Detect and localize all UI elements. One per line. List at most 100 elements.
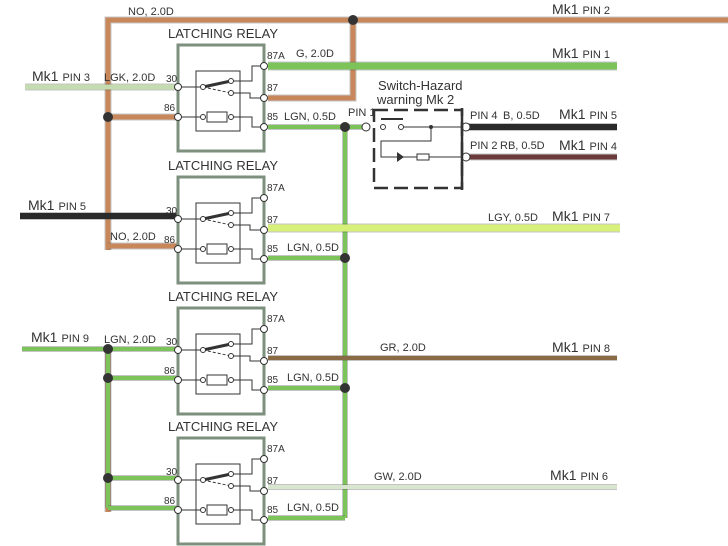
relay-terminal	[260, 516, 268, 524]
label-lgk: LGK, 2.0D	[104, 72, 155, 84]
label-gr: GR, 2.0D	[380, 342, 426, 354]
label-lgn4: LGN, 0.5D	[287, 502, 339, 514]
relay-title: LATCHING RELAY	[168, 289, 278, 304]
relay-terminal	[174, 476, 182, 484]
connector-mk: Mk1	[28, 197, 55, 213]
terminal-30: 30	[166, 74, 178, 85]
relay-terminal	[260, 94, 268, 102]
terminal-85: 85	[267, 375, 279, 386]
latching-relay	[174, 175, 268, 285]
latching-relay	[174, 306, 268, 416]
connector-pin: PIN 1	[582, 49, 610, 61]
relay-title: LATCHING RELAY	[168, 158, 278, 173]
wire-no-87	[268, 20, 356, 101]
switch-lamp-line	[380, 127, 462, 158]
connector-label: Mk1 PIN 3	[32, 68, 90, 84]
terminal-86: 86	[164, 496, 176, 507]
relay-coil	[206, 504, 228, 516]
junction-dot	[103, 112, 113, 122]
label-lgn2: LGN, 0.5D	[287, 242, 339, 254]
label-lgn1: LGN, 0.5D	[284, 111, 336, 123]
connector-label: Mk1 PIN 1	[552, 45, 610, 61]
connector-mk: Mk1	[552, 339, 579, 355]
connector-mk: Mk1	[552, 1, 579, 17]
relay-terminal	[260, 357, 268, 365]
relay-terminal	[260, 325, 268, 333]
connector-mk: Mk1	[552, 45, 579, 61]
label-pin1: PIN 1	[348, 107, 376, 119]
connector-mk: Mk1	[31, 329, 58, 345]
label-b: B, 0.5D	[503, 110, 540, 122]
connector-pin: PIN 8	[582, 343, 610, 355]
switch-subtitle: warning	[376, 92, 423, 107]
junction-dot	[103, 373, 113, 383]
relay-terminal	[174, 506, 182, 514]
relay-terminal	[174, 113, 182, 121]
relay-switch-arm	[202, 211, 232, 221]
latching-relay	[174, 436, 268, 546]
connector-label: Mk1 PIN 7	[552, 208, 610, 224]
relay-terminal	[260, 62, 268, 70]
switch-contact	[380, 124, 386, 130]
junction-dot	[340, 253, 350, 263]
terminal-87: 87	[267, 346, 279, 357]
terminal-87a: 87A	[267, 444, 285, 455]
connector-pin: PIN 5	[589, 110, 617, 122]
terminal-85: 85	[267, 505, 279, 516]
junction-dot	[348, 15, 358, 25]
resistor-icon	[416, 153, 430, 161]
label-no-top: NO, 2.0D	[128, 6, 174, 18]
junction-dot	[340, 122, 350, 132]
relay-terminal	[260, 226, 268, 234]
relay-title: LATCHING RELAY	[168, 419, 278, 434]
terminal-87: 87	[267, 476, 279, 487]
label-lgn3: LGN, 0.5D	[287, 372, 339, 384]
terminal-30: 30	[166, 467, 178, 478]
connector-label: Mk1 PIN 2	[552, 1, 610, 17]
relay-terminal	[174, 83, 182, 91]
terminal-86: 86	[164, 235, 176, 246]
connector-mk: Mk1	[550, 467, 577, 483]
wires	[20, 15, 728, 546]
relay-switch-arm	[202, 472, 232, 482]
junction-dot	[103, 344, 113, 354]
connector-mk: Mk1	[559, 106, 586, 122]
connector-pin: PIN 5	[58, 201, 86, 213]
labels: LATCHING RELAY 30 86 87A 87 85 LATCHING RELAY 3…	[28, 1, 617, 516]
latching-relay	[174, 43, 268, 153]
label-pin2: PIN 2	[470, 140, 498, 152]
pin1-terminal	[361, 122, 371, 132]
label-no-r2: NO, 2.0D	[110, 231, 156, 243]
switch-mk: Mk 2	[426, 92, 454, 107]
junction-dot	[103, 473, 113, 483]
connector-label: Mk1 PIN 4	[559, 137, 617, 153]
relay-terminal	[260, 455, 268, 463]
relay-terminal	[260, 487, 268, 495]
connector-label: Mk1 PIN 8	[552, 339, 610, 355]
relay-coil	[206, 374, 228, 386]
terminal-86: 86	[164, 366, 176, 377]
junction-dot	[340, 383, 350, 393]
connector-mk: Mk1	[552, 208, 579, 224]
switch-contact	[398, 124, 404, 130]
relay-terminal	[260, 194, 268, 202]
label-gw: GW, 2.0D	[374, 471, 422, 483]
label-rb: RB, 0.5D	[500, 140, 545, 152]
connector-pin: PIN 9	[61, 333, 89, 345]
terminal-87a: 87A	[267, 314, 285, 325]
connector-mk: Mk1	[32, 68, 59, 84]
terminal-87a: 87A	[267, 51, 285, 62]
label-lgy: LGY, 0.5D	[488, 212, 538, 224]
relay-terminal	[174, 376, 182, 384]
relay-title: LATCHING RELAY	[168, 26, 278, 41]
terminal-86: 86	[164, 103, 176, 114]
connector-label: Mk1 PIN 9	[31, 329, 89, 345]
connector-pin: PIN 3	[62, 72, 90, 84]
terminal-85: 85	[267, 112, 279, 123]
connector-label: Mk1 PIN 6	[550, 467, 608, 483]
connector-pin: PIN 7	[582, 212, 610, 224]
terminal-87a: 87A	[267, 183, 285, 194]
relay-coil	[206, 111, 228, 123]
